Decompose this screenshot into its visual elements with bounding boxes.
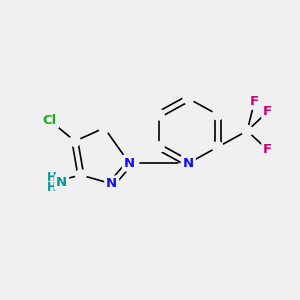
Text: N: N xyxy=(106,177,117,190)
Text: Cl: Cl xyxy=(43,114,57,127)
Circle shape xyxy=(76,170,86,180)
Text: F: F xyxy=(263,105,272,118)
Circle shape xyxy=(183,93,194,104)
Text: N: N xyxy=(183,157,194,170)
Text: F: F xyxy=(250,95,259,108)
Circle shape xyxy=(212,142,223,152)
Circle shape xyxy=(70,136,80,146)
Text: N: N xyxy=(56,176,67,189)
Text: N: N xyxy=(124,157,135,170)
Circle shape xyxy=(154,110,164,120)
Text: F: F xyxy=(263,143,272,157)
Circle shape xyxy=(212,110,223,120)
Circle shape xyxy=(242,126,253,136)
Circle shape xyxy=(99,123,110,133)
Circle shape xyxy=(154,142,164,152)
Text: H: H xyxy=(46,181,56,194)
Text: H: H xyxy=(46,171,56,184)
